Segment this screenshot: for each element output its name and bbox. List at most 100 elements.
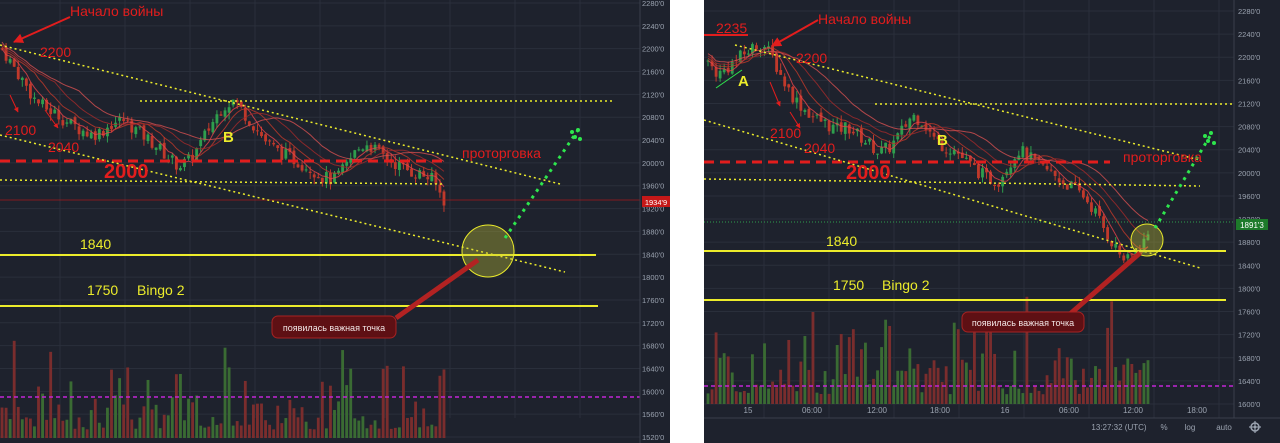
volume-bar — [977, 390, 980, 404]
candle-body — [964, 157, 968, 159]
candle-body — [928, 129, 932, 132]
candle-body — [12, 59, 16, 67]
volume-bar — [284, 418, 288, 438]
volume-bar — [710, 389, 714, 404]
percent-toggle[interactable]: % — [1160, 423, 1167, 432]
volume-bar — [944, 366, 948, 404]
candle-body — [207, 128, 211, 131]
volume-bar — [0, 407, 4, 438]
candle-body — [1081, 190, 1085, 198]
volume-bar — [997, 385, 1001, 404]
candle-body — [823, 119, 827, 121]
candle-body — [876, 153, 879, 155]
volume-bar — [393, 427, 397, 438]
candle-body — [1057, 178, 1061, 183]
volume-bar — [349, 368, 353, 438]
volume-bar — [1073, 380, 1077, 404]
war-start-label: Начало войны — [818, 11, 911, 27]
candle-body — [1013, 159, 1017, 168]
volume-bar — [952, 322, 956, 404]
candle-body — [341, 164, 345, 173]
volume-bar — [1001, 388, 1005, 404]
candle-body — [1005, 171, 1009, 176]
volume-bar — [734, 391, 738, 404]
level-2100-label: 2100 — [770, 125, 801, 141]
auto-toggle[interactable]: auto — [1216, 423, 1232, 432]
volume-bar — [1053, 360, 1057, 404]
candle-body — [406, 163, 409, 171]
right-price-axis[interactable] — [1234, 0, 1280, 418]
candle-body — [324, 172, 328, 184]
volume-bar — [880, 347, 883, 404]
candle-body — [843, 122, 847, 134]
volume-bar — [985, 315, 988, 404]
log-toggle[interactable]: log — [1185, 423, 1196, 432]
candle-body — [868, 138, 871, 142]
candle-body — [900, 125, 904, 135]
candle-body — [751, 44, 754, 54]
candle-body — [89, 132, 93, 139]
candle-body — [369, 144, 373, 152]
candle-body — [1065, 184, 1069, 190]
time-tick-label: 06:00 — [802, 406, 823, 415]
volume-bar — [402, 366, 405, 438]
candle-body — [815, 114, 819, 116]
projection-dot — [1203, 134, 1207, 138]
time-tick-label: 16 — [1001, 406, 1010, 415]
volume-bar — [235, 421, 239, 438]
volume-bar — [280, 423, 284, 438]
candle-body — [154, 147, 158, 150]
volume-bar — [4, 407, 8, 438]
volume-bar — [16, 406, 20, 438]
volume-bar — [312, 429, 316, 438]
volume-bar — [803, 336, 807, 404]
candle-body — [819, 112, 823, 122]
volume-bar — [337, 401, 340, 438]
candle-body — [904, 124, 908, 127]
volume-bar — [81, 427, 85, 438]
candle-body — [8, 59, 12, 63]
candle-body — [1017, 155, 1021, 160]
channel-top-line — [0, 44, 561, 185]
volume-bar — [1005, 394, 1009, 404]
gear-icon[interactable] — [1249, 421, 1261, 433]
candle-body — [45, 99, 49, 110]
candle-body — [973, 162, 976, 166]
bingo-label: Bingo 2 — [882, 277, 930, 293]
candle-body — [353, 150, 357, 158]
candle-body — [146, 134, 150, 141]
volume-bar — [1069, 358, 1073, 404]
right-grid — [704, 0, 1234, 418]
volume-bar — [1094, 366, 1097, 404]
war-start-label: Начало войны — [70, 3, 163, 19]
candle-body — [799, 95, 803, 111]
candle-body — [61, 120, 65, 126]
price-tick-label: 2040'0 — [1238, 146, 1260, 155]
left-chart-panel: Начало войны 2200 2100 2040 2000 B прото… — [0, 0, 670, 443]
volume-bar — [114, 395, 117, 438]
candle-body — [187, 154, 190, 159]
candle-body — [280, 146, 284, 160]
volume-bar — [956, 329, 960, 404]
volume-bar — [406, 417, 409, 438]
candle-body — [1114, 243, 1118, 248]
volume-bar — [256, 403, 259, 438]
left-price-axis[interactable] — [640, 0, 670, 443]
candle-body — [20, 77, 24, 81]
volume-bar — [365, 428, 369, 438]
candle-body — [730, 61, 734, 74]
candle-body — [73, 117, 77, 125]
volume-bar — [389, 428, 393, 438]
volume-bar — [904, 371, 908, 404]
price-tick-label: 2000'0 — [1238, 169, 1260, 178]
candle-body — [37, 99, 40, 104]
volume-bar — [227, 367, 231, 438]
callout-box — [271, 315, 397, 339]
volume-bar — [122, 404, 126, 438]
candle-body — [738, 50, 742, 63]
volume-bar — [353, 418, 357, 438]
candle-body — [811, 116, 815, 118]
volume-bar — [835, 345, 839, 404]
volume-bar — [1045, 375, 1049, 404]
volume-bar — [260, 403, 263, 438]
